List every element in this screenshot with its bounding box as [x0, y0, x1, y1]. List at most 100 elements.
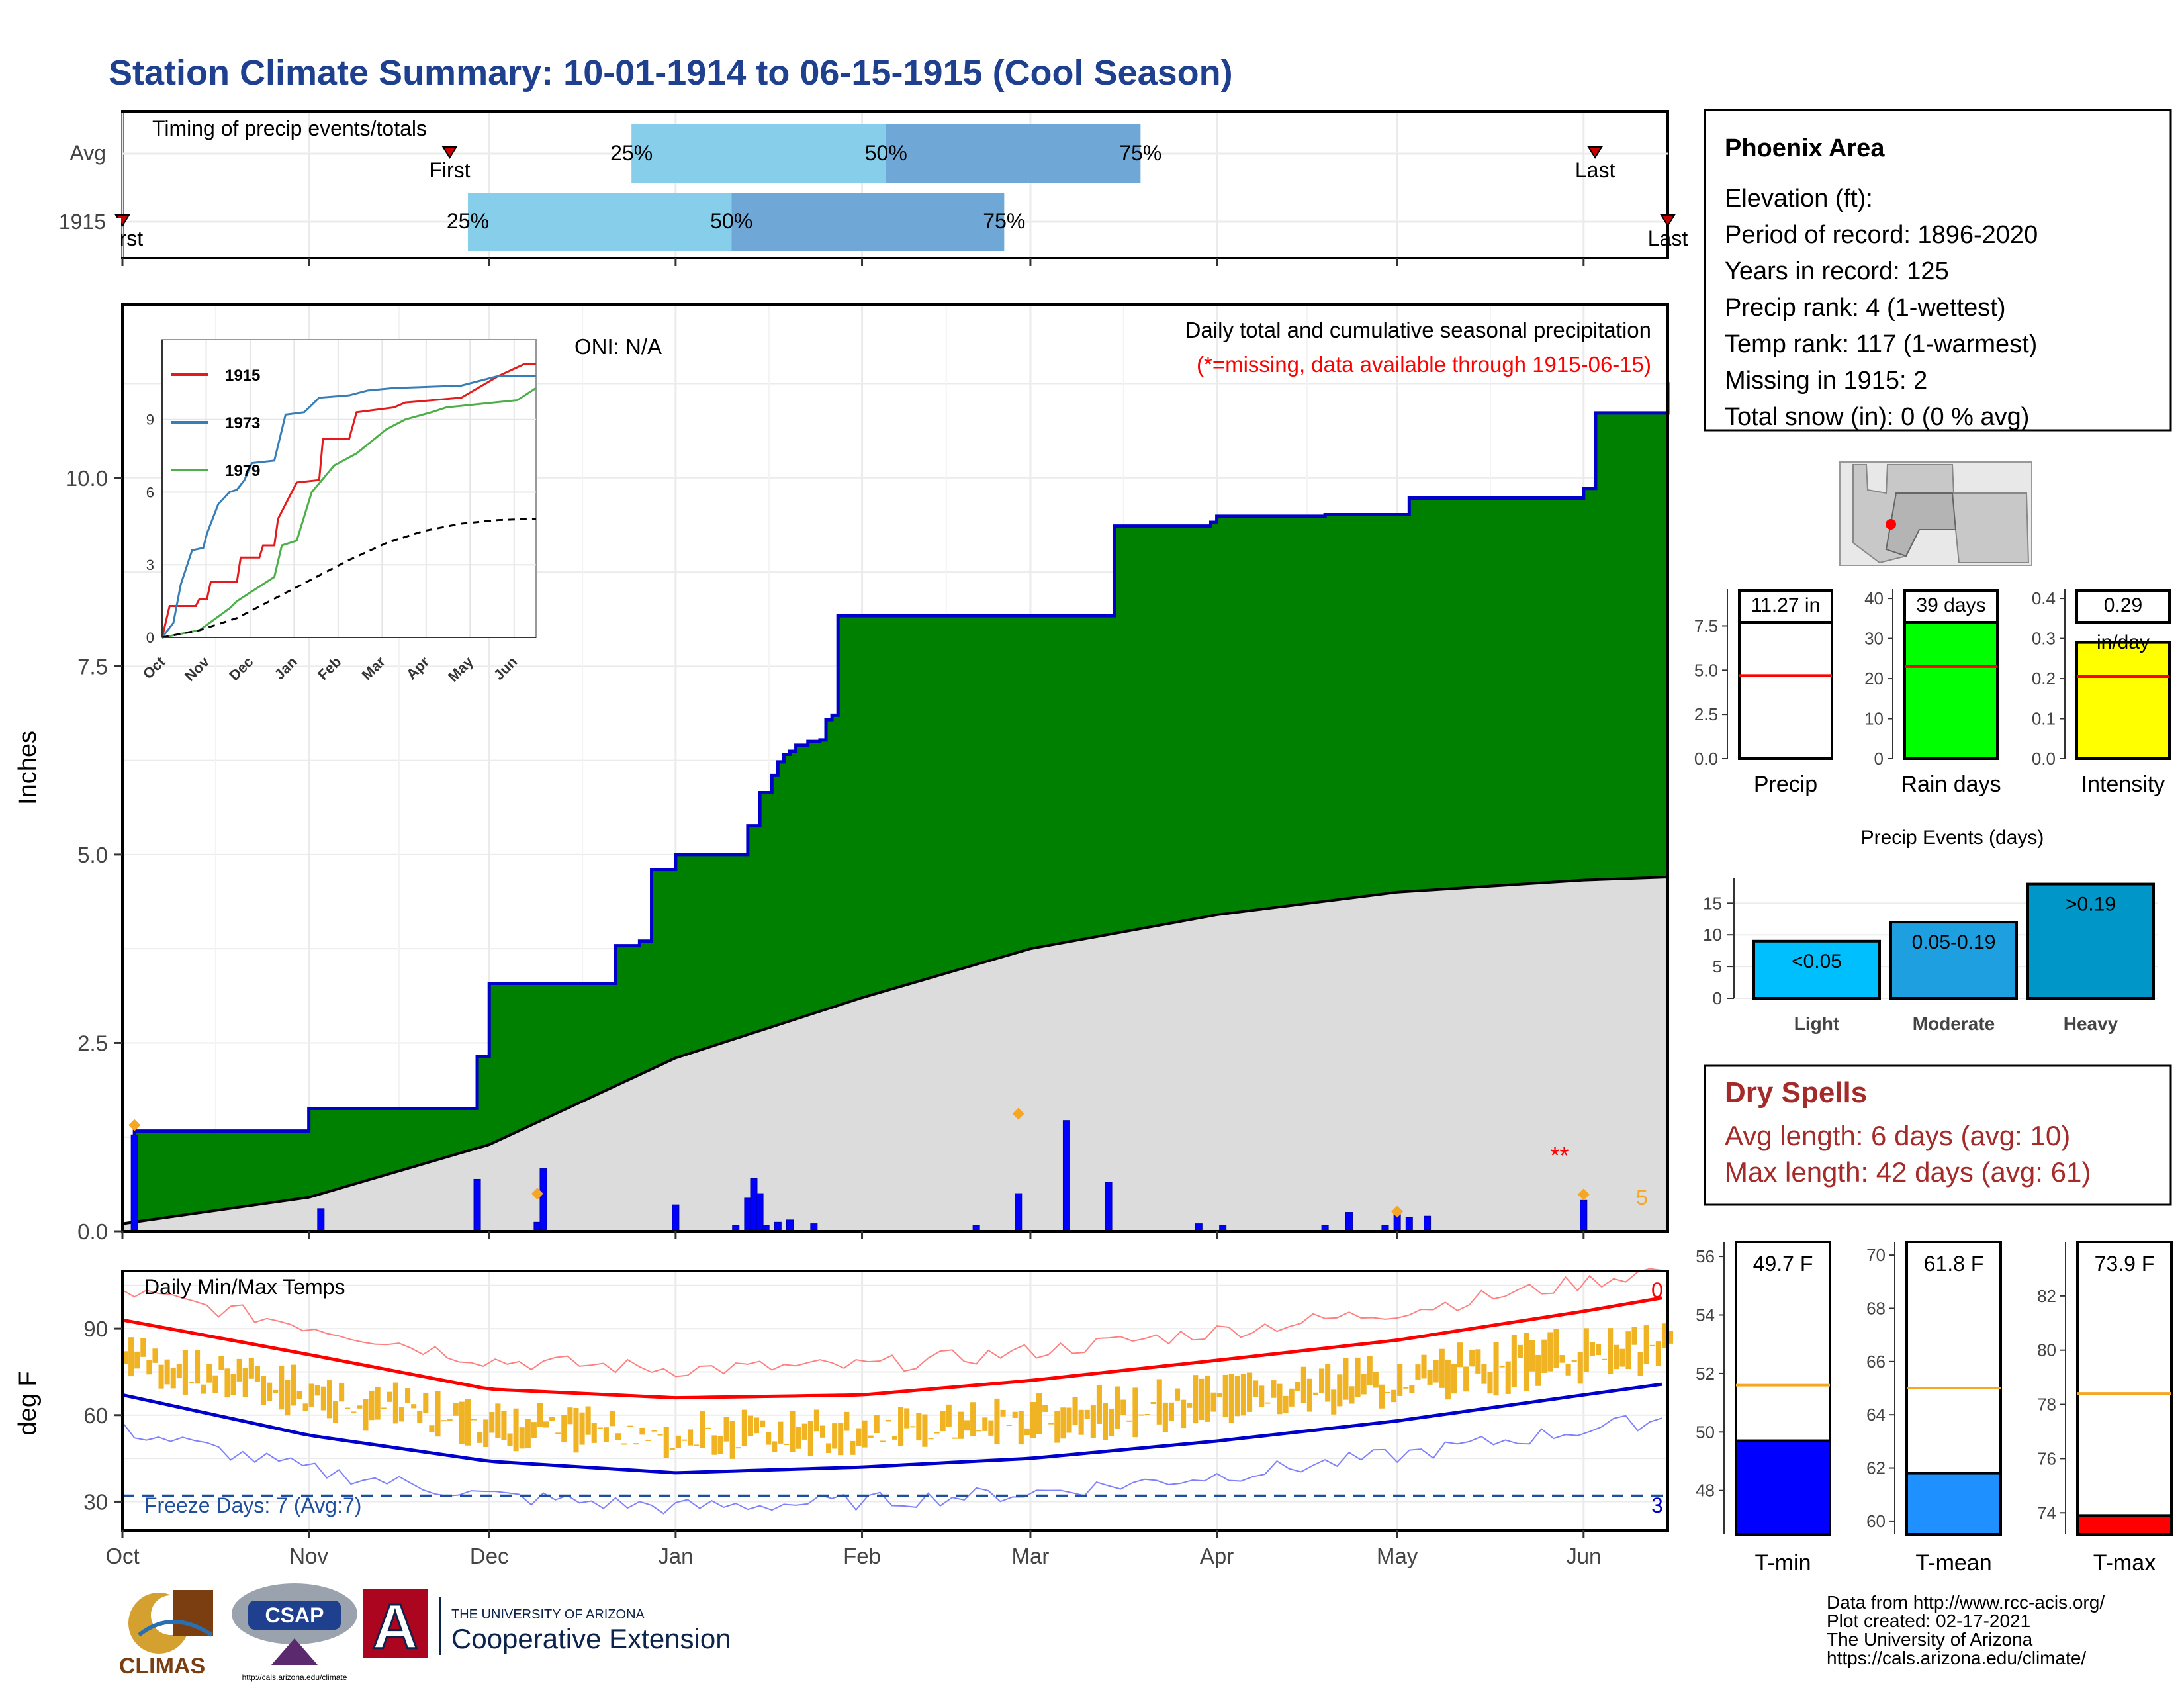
- daily-temp-bar: [735, 1447, 741, 1449]
- daily-temp-bar: [363, 1399, 369, 1431]
- daily-temp-bar: [579, 1412, 585, 1445]
- daily-temp-bar: [471, 1419, 477, 1421]
- csap-mountain-icon: [271, 1638, 318, 1665]
- daily-temp-bar: [1583, 1328, 1589, 1372]
- daily-temp-bar: [1367, 1356, 1373, 1386]
- daily-temp-bar: [1505, 1361, 1511, 1394]
- daily-temp-bar: [819, 1425, 826, 1438]
- daily-temp-bar: [982, 1417, 988, 1431]
- summary-value-box: [1738, 589, 1833, 624]
- record-marker: [128, 1119, 141, 1131]
- daily-temp-bar: [1403, 1387, 1409, 1389]
- daily-temp-bar: [296, 1391, 302, 1399]
- ua-name: THE UNIVERSITY OF ARIZONA: [451, 1607, 645, 1622]
- month-axis: Oct Nov Dec Jan Feb Mar Apr May Jun: [105, 1530, 1601, 1568]
- daily-temp-bar: [1602, 1358, 1608, 1360]
- daily-temp-bar: [1493, 1342, 1499, 1396]
- daily-temp-bar: [1463, 1366, 1469, 1392]
- temp-summary-tick-label: 66: [1866, 1352, 1886, 1372]
- daily-temp-bar: [850, 1440, 856, 1455]
- cumulative-precip-area: [122, 382, 1670, 1231]
- summary-tick-label: 0.2: [2032, 669, 2056, 688]
- summary-tick-label: 0: [1874, 749, 1884, 769]
- daily-temp-bar: [651, 1430, 657, 1432]
- month-label: Nov: [289, 1544, 328, 1568]
- daily-temp-bar: [1649, 1344, 1655, 1346]
- daily-temp-bar: [1259, 1385, 1265, 1407]
- timing-bar-q2: [731, 193, 1005, 251]
- daily-temp-bar: [453, 1403, 459, 1416]
- daily-temp-bar: [976, 1430, 982, 1432]
- daily-temp-bar: [543, 1421, 549, 1428]
- locator-map: [1839, 461, 2032, 566]
- timing-pct-label: 75%: [983, 209, 1025, 233]
- temp-summary-value: 73.9 F: [2095, 1252, 2155, 1276]
- temp-summary-bars: 49.7 F 48 50 52 54 56 T-min 61.8 F 60 62 64 66 68 70 T…: [1696, 1241, 2173, 1575]
- daily-temp-bar: [844, 1411, 850, 1431]
- dry-spells-avg: Avg length: 6 days (avg: 10): [1725, 1120, 2070, 1151]
- daily-temp-bar: [230, 1374, 236, 1396]
- daily-temp-bar: [1144, 1413, 1150, 1415]
- daily-precip-bar: [1580, 1199, 1588, 1232]
- daily-temp-bar: [1349, 1386, 1355, 1404]
- daily-temp-bar: [1553, 1329, 1559, 1368]
- daily-temp-bar: [922, 1414, 928, 1447]
- daily-temp-bar: [357, 1405, 363, 1409]
- summary-tick-label: 0.3: [2032, 629, 2056, 649]
- daily-temp-bar: [140, 1338, 146, 1357]
- y-tick-label: 7.5: [77, 654, 108, 679]
- daily-temp-bar: [1283, 1395, 1289, 1414]
- daily-temp-bar: [555, 1432, 561, 1434]
- daily-temp-bar: [392, 1382, 398, 1424]
- daily-temp-bar: [964, 1420, 970, 1431]
- summary-value: 39 days: [1916, 594, 1985, 616]
- daily-temp-bar: [585, 1406, 591, 1435]
- daily-temp-bar: [639, 1427, 645, 1435]
- daily-temp-bar: [868, 1435, 874, 1438]
- summary-tick-label: 7.5: [1694, 616, 1718, 635]
- daily-temp-bar: [236, 1358, 242, 1382]
- event-bar-text: 0.05-0.19: [1912, 931, 1996, 953]
- dry-spells-title: Dry Spells: [1725, 1076, 1867, 1109]
- daily-temp-bar: [260, 1376, 267, 1405]
- daily-temp-bar: [375, 1387, 381, 1420]
- daily-temp-bar: [1181, 1399, 1187, 1429]
- daily-temp-bar: [1312, 1392, 1319, 1395]
- daily-temp-bar: [441, 1420, 447, 1422]
- precip-markers: **: [128, 1107, 1590, 1218]
- event-bar-label: Light: [1794, 1013, 1839, 1034]
- daily-temp-bar: [489, 1412, 495, 1433]
- daily-temp-bar: [669, 1448, 675, 1450]
- temp-summary-tick-label: 76: [2037, 1448, 2056, 1468]
- missing-note: (*=missing, data available through 1915-…: [1197, 352, 1651, 377]
- daily-temp-bar: [898, 1407, 904, 1446]
- daily-temp-bar: [279, 1366, 285, 1410]
- temp-summary-tick-label: 78: [2037, 1395, 2056, 1415]
- daily-temp-bar: [423, 1393, 429, 1413]
- daily-temp-bar: [1295, 1382, 1300, 1391]
- precip-frame: [121, 303, 1669, 1233]
- daily-temp-bar: [1289, 1388, 1295, 1407]
- temp-summary-tick-label: 50: [1696, 1422, 1715, 1442]
- daily-temp-bar: [1457, 1342, 1463, 1368]
- daily-temp-bar: [369, 1390, 375, 1421]
- daily-temp-bar: [1547, 1332, 1553, 1372]
- daily-temp-bar: [766, 1432, 772, 1445]
- footer-credits: Data from http://www.rcc-acis.org/ Plot …: [1827, 1592, 2105, 1668]
- temp-summary-value: 49.7 F: [1753, 1252, 1813, 1276]
- daily-temp-bar: [1222, 1374, 1228, 1417]
- daily-temp-bar: [1210, 1392, 1216, 1412]
- temp-grid: [121, 1271, 1668, 1530]
- daily-temp-bar: [1373, 1372, 1379, 1388]
- daily-temp-bar: [561, 1415, 567, 1442]
- daily-precip-bar: [130, 1134, 138, 1232]
- daily-temp-bar: [940, 1411, 946, 1432]
- daily-temp-bar: [164, 1359, 170, 1385]
- daily-temp-bar: [1379, 1384, 1385, 1409]
- inset-frame: [161, 339, 537, 638]
- event-bar: [2026, 882, 2155, 1000]
- daily-temp-bar: [291, 1364, 296, 1406]
- missing-count: 5: [1636, 1186, 1648, 1209]
- daily-temp-bar: [790, 1411, 796, 1452]
